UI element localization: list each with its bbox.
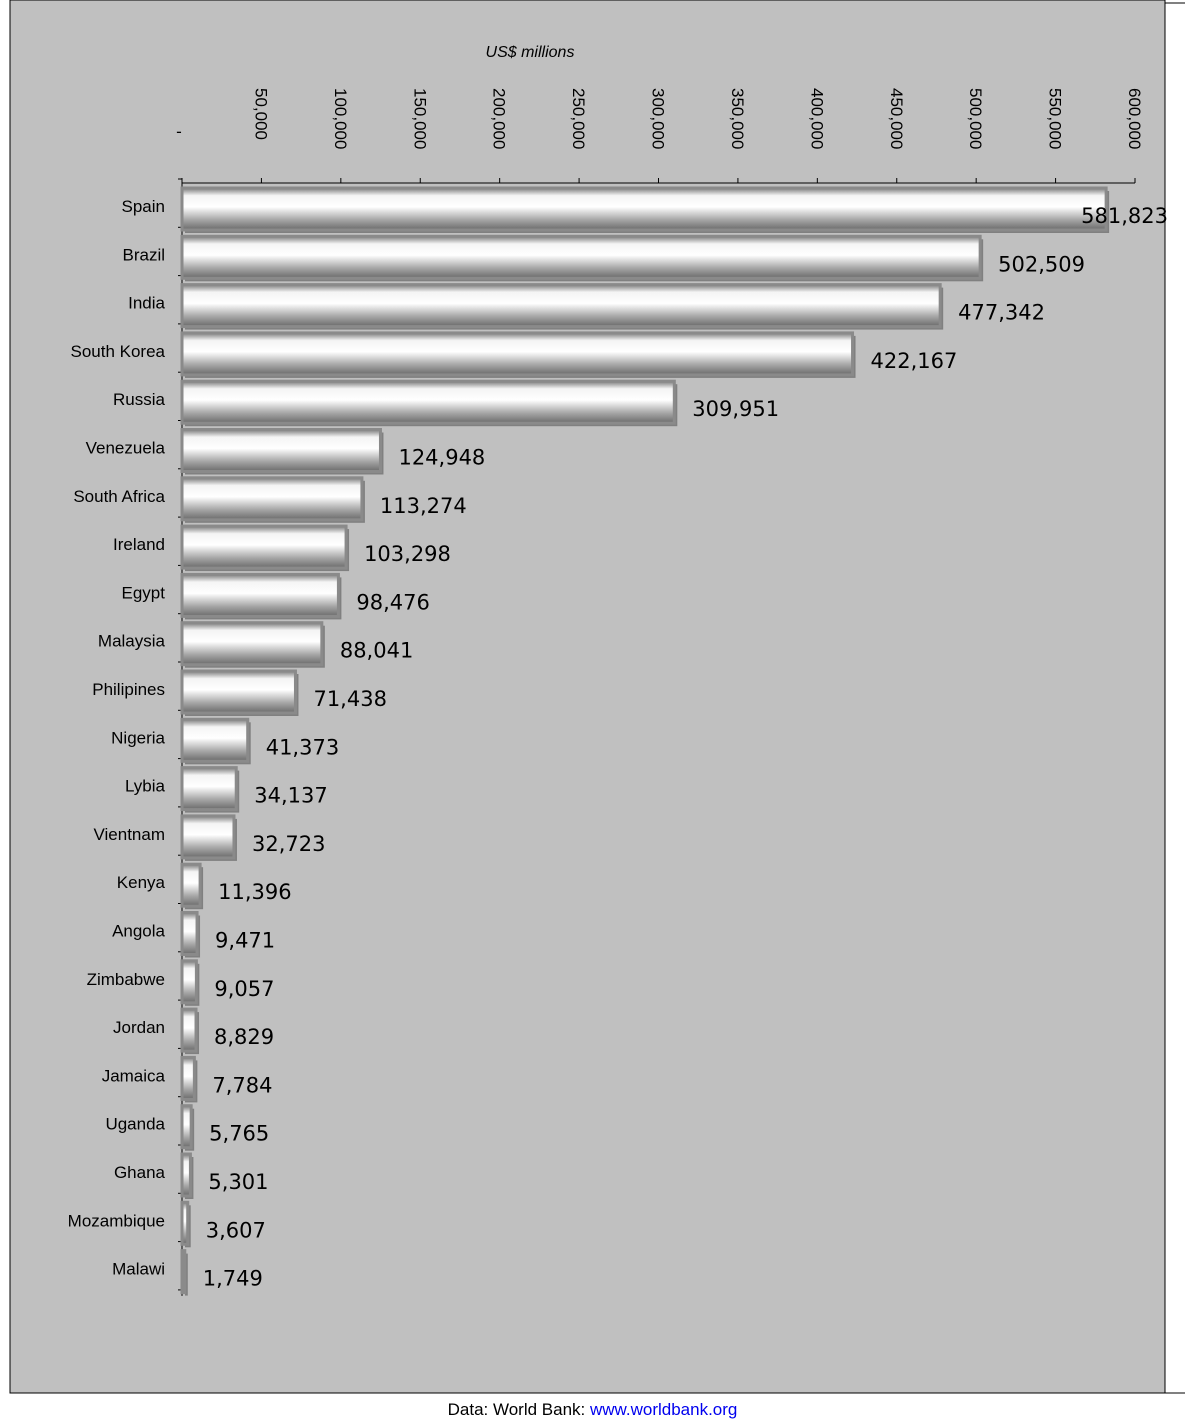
data-label: 9,471 (215, 929, 275, 953)
category-label: South Africa (73, 487, 165, 506)
x-tick-label: 200,000 (490, 88, 509, 149)
x-tick-label: 100,000 (331, 88, 350, 149)
category-label: Uganda (105, 1115, 165, 1134)
x-tick-label: 250,000 (569, 88, 588, 149)
data-label: 124,948 (398, 446, 485, 470)
category-label: Zimbabwe (87, 970, 165, 989)
category-label: Ireland (113, 535, 165, 554)
category-label: Kenya (117, 873, 166, 892)
category-label: Vientnam (93, 825, 165, 844)
bar (180, 621, 324, 667)
category-label: Philipines (92, 680, 165, 699)
bar (180, 476, 364, 522)
data-label: 5,301 (208, 1170, 268, 1194)
data-label: 1,749 (203, 1267, 263, 1291)
x-tick-label: 450,000 (887, 88, 906, 149)
category-label: Nigeria (111, 728, 165, 747)
data-label: 32,723 (252, 832, 325, 856)
data-label: 309,951 (692, 397, 779, 421)
x-tick-label: 500,000 (966, 88, 985, 149)
bar (180, 1152, 192, 1198)
category-label: South Korea (70, 342, 165, 361)
bar (180, 862, 202, 908)
category-label: Angola (112, 922, 165, 941)
bar (180, 1249, 187, 1295)
bar (180, 524, 348, 570)
data-label: 41,373 (266, 735, 339, 759)
bar (180, 766, 238, 812)
x-tick-label: 600,000 (1125, 88, 1144, 149)
x-tick-label: 550,000 (1046, 88, 1065, 149)
x-tick-label: - (176, 122, 182, 141)
x-tick-label: 150,000 (410, 88, 429, 149)
x-tick-label: 400,000 (807, 88, 826, 149)
category-label: Malaysia (98, 632, 166, 651)
category-label: Mozambique (68, 1211, 165, 1230)
data-label: 11,396 (218, 880, 291, 904)
category-label: Ghana (114, 1163, 166, 1182)
bar (180, 1200, 190, 1246)
x-tick-label: 300,000 (649, 88, 668, 149)
data-label: 3,607 (206, 1218, 266, 1242)
bars: Spain 581,823 Brazil 502,509 India 477,342 Sou… (68, 186, 1168, 1296)
data-label: 9,057 (214, 977, 274, 1001)
data-label: 477,342 (958, 301, 1045, 325)
data-label: 34,137 (254, 784, 327, 808)
bar (180, 911, 199, 956)
worldbank-link[interactable]: www.worldbank.org (589, 1400, 738, 1419)
bar (180, 186, 1108, 232)
bar (180, 428, 382, 473)
category-label: Malawi (112, 1260, 165, 1279)
data-label: 103,298 (364, 542, 451, 566)
data-label: 98,476 (356, 590, 429, 614)
data-label: 5,765 (209, 1122, 269, 1146)
category-label: Venezuela (86, 439, 166, 458)
x-tick-label: 350,000 (728, 88, 747, 149)
data-label: 71,438 (313, 687, 386, 711)
bar (180, 379, 676, 425)
category-label: Russia (113, 390, 166, 409)
bar (180, 717, 250, 763)
category-label: Lybia (125, 777, 166, 796)
bar (180, 234, 982, 280)
data-source-footer: Data: World Bank: www.worldbank.org (0, 1400, 1185, 1420)
category-label: Spain (122, 197, 165, 216)
data-label: 88,041 (340, 639, 413, 663)
x-axis-ticks: - 50,000 100,000 150,000 200,000 250,000 300,0… (176, 88, 1144, 1296)
data-label: 7,784 (212, 1073, 272, 1097)
category-label: India (128, 294, 165, 313)
bar (180, 669, 297, 715)
category-label: Egypt (122, 583, 166, 602)
bar (180, 572, 340, 618)
data-label: 113,274 (380, 494, 467, 518)
bar (180, 959, 198, 1005)
bar (180, 1007, 198, 1053)
data-label: 422,167 (871, 349, 958, 373)
data-label: 8,829 (214, 1025, 274, 1049)
data-label: 581,823 (1081, 204, 1168, 228)
category-label: Jamaica (102, 1066, 166, 1085)
bar (180, 283, 942, 329)
footer-prefix: Data: World Bank: (447, 1400, 590, 1419)
category-label: Jordan (113, 1018, 165, 1037)
x-axis-title: US$ millions (486, 44, 575, 61)
bar-shadow (185, 1253, 188, 1296)
bar (180, 1104, 193, 1150)
bar (180, 331, 855, 377)
data-label: 502,509 (998, 252, 1085, 276)
bar (180, 814, 236, 860)
x-tick-label: 50,000 (251, 88, 270, 140)
bar (180, 1055, 196, 1101)
category-label: Brazil (122, 245, 165, 264)
